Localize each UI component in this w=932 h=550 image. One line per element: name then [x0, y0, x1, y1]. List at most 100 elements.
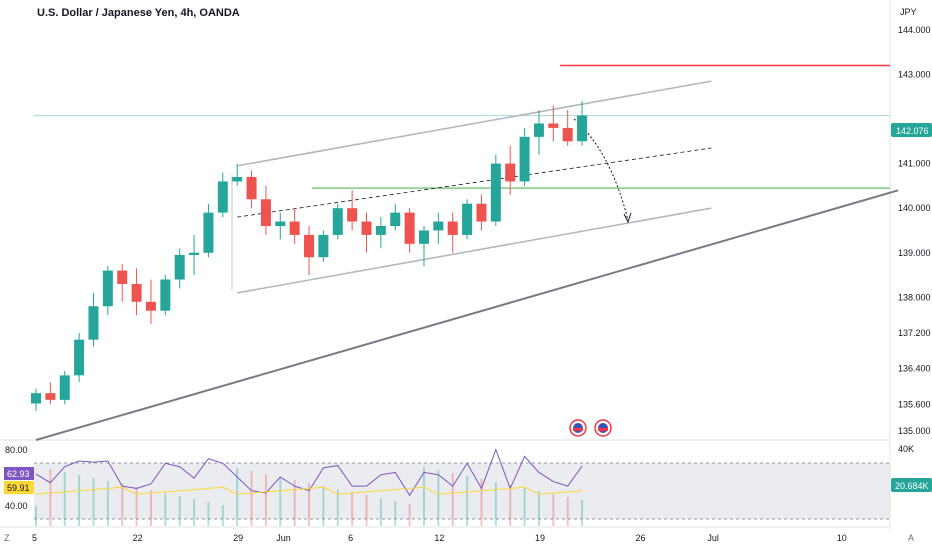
candle[interactable]: [260, 185, 271, 235]
time-tick: 29: [233, 533, 243, 543]
projection-arrow[interactable]: [573, 118, 629, 221]
volume-bar: [135, 487, 138, 526]
candle[interactable]: [59, 370, 70, 405]
candle[interactable]: [232, 163, 243, 186]
volume-bar: [279, 477, 282, 526]
candle[interactable]: [88, 292, 99, 347]
candle[interactable]: [131, 268, 142, 316]
time-tick: 19: [535, 533, 545, 543]
volume-bar: [236, 468, 239, 526]
volume-bar: [336, 489, 339, 526]
candles-group: [31, 101, 588, 412]
candle[interactable]: [433, 212, 444, 244]
last-price-badge: [891, 123, 932, 137]
currency-label: JPY: [900, 7, 917, 17]
volume-bar: [451, 473, 454, 526]
volume-bar: [178, 496, 181, 526]
candle[interactable]: [418, 226, 429, 267]
time-tick: 22: [133, 533, 143, 543]
volume-bar: [494, 482, 497, 526]
candle[interactable]: [74, 333, 85, 383]
candle[interactable]: [45, 382, 56, 405]
auto-scale-label[interactable]: A: [908, 533, 914, 543]
rsi-line: [35, 448, 583, 497]
candle[interactable]: [275, 212, 286, 240]
candle[interactable]: [361, 212, 372, 253]
rsi-value-badge: [4, 467, 34, 480]
candle[interactable]: [31, 388, 41, 412]
candle[interactable]: [519, 127, 530, 186]
time-tick: 5: [32, 533, 37, 543]
rsi-tick-40: 40.00: [5, 501, 28, 511]
candle[interactable]: [174, 248, 185, 289]
candle[interactable]: [548, 105, 559, 142]
candle[interactable]: [447, 212, 458, 253]
candle[interactable]: [217, 172, 228, 218]
candle[interactable]: [462, 199, 473, 240]
rsi-tick-80: 80.00: [5, 445, 28, 455]
candle[interactable]: [203, 203, 214, 258]
volume-bar: [379, 498, 382, 526]
candle[interactable]: [404, 208, 415, 253]
long-trendline[interactable]: [35, 189, 899, 441]
volume-bar: [351, 492, 354, 526]
candle[interactable]: [289, 208, 300, 244]
volume-bar: [49, 469, 52, 526]
time-axis[interactable]: 5 22 29 Jun 6 12 19 26 Jul 10: [32, 533, 847, 543]
volume-bar: [293, 480, 296, 526]
candle[interactable]: [390, 203, 401, 231]
candle[interactable]: [145, 279, 156, 325]
volume-bar: [250, 471, 253, 526]
last-price-label: 142.076: [896, 126, 929, 136]
price-axis[interactable]: 144.000 143.000 141.000 140.000 139.000 138.0…: [898, 25, 931, 436]
candle[interactable]: [117, 263, 128, 302]
price-tick: 139.000: [898, 248, 931, 258]
candle[interactable]: [332, 203, 343, 240]
candle[interactable]: [577, 101, 588, 146]
volume-bar: [193, 499, 196, 526]
volume-bar: [365, 495, 368, 526]
candle[interactable]: [160, 275, 171, 316]
volume-bar: [581, 500, 584, 526]
volume-bar: [509, 485, 512, 526]
price-tick: 137.200: [898, 328, 931, 338]
rsi-ma-value-label: 59.91: [7, 483, 30, 493]
volume-bar: [164, 493, 167, 526]
volume-bar: [308, 483, 311, 526]
us-event-flag[interactable]: [569, 419, 587, 437]
candle[interactable]: [533, 110, 544, 155]
candle[interactable]: [318, 230, 329, 262]
channel-upper-line[interactable]: [237, 80, 712, 167]
volume-tick: 40K: [898, 444, 914, 454]
candle[interactable]: [102, 266, 113, 316]
time-tick: Jul: [707, 533, 719, 543]
candle[interactable]: [476, 194, 487, 231]
candle[interactable]: [347, 190, 358, 231]
price-tick: 135.600: [898, 399, 931, 409]
zoom-corner-label[interactable]: Z: [4, 533, 10, 543]
volume-bar: [437, 470, 440, 526]
time-tick: Jun: [276, 533, 291, 543]
candle[interactable]: [304, 226, 315, 276]
candle[interactable]: [562, 110, 573, 146]
candle[interactable]: [375, 217, 386, 249]
channel-middle-line[interactable]: [237, 147, 712, 218]
candle[interactable]: [246, 170, 257, 209]
us-event-flag[interactable]: [594, 419, 612, 437]
price-tick: 144.000: [898, 25, 931, 35]
volume-bar: [408, 504, 411, 526]
time-tick: 6: [348, 533, 353, 543]
volume-bar: [92, 478, 95, 526]
volume-bar: [35, 506, 37, 526]
channel-lower-line[interactable]: [237, 207, 712, 294]
time-tick: 10: [837, 533, 847, 543]
candle[interactable]: [505, 145, 516, 195]
price-tick: 138.000: [898, 292, 931, 302]
volume-bar: [121, 484, 124, 526]
time-tick: 26: [636, 533, 646, 543]
volume-bar: [63, 472, 66, 526]
candle[interactable]: [189, 234, 200, 276]
candle[interactable]: [490, 154, 501, 226]
volume-value-label: 20.684K: [895, 481, 929, 491]
